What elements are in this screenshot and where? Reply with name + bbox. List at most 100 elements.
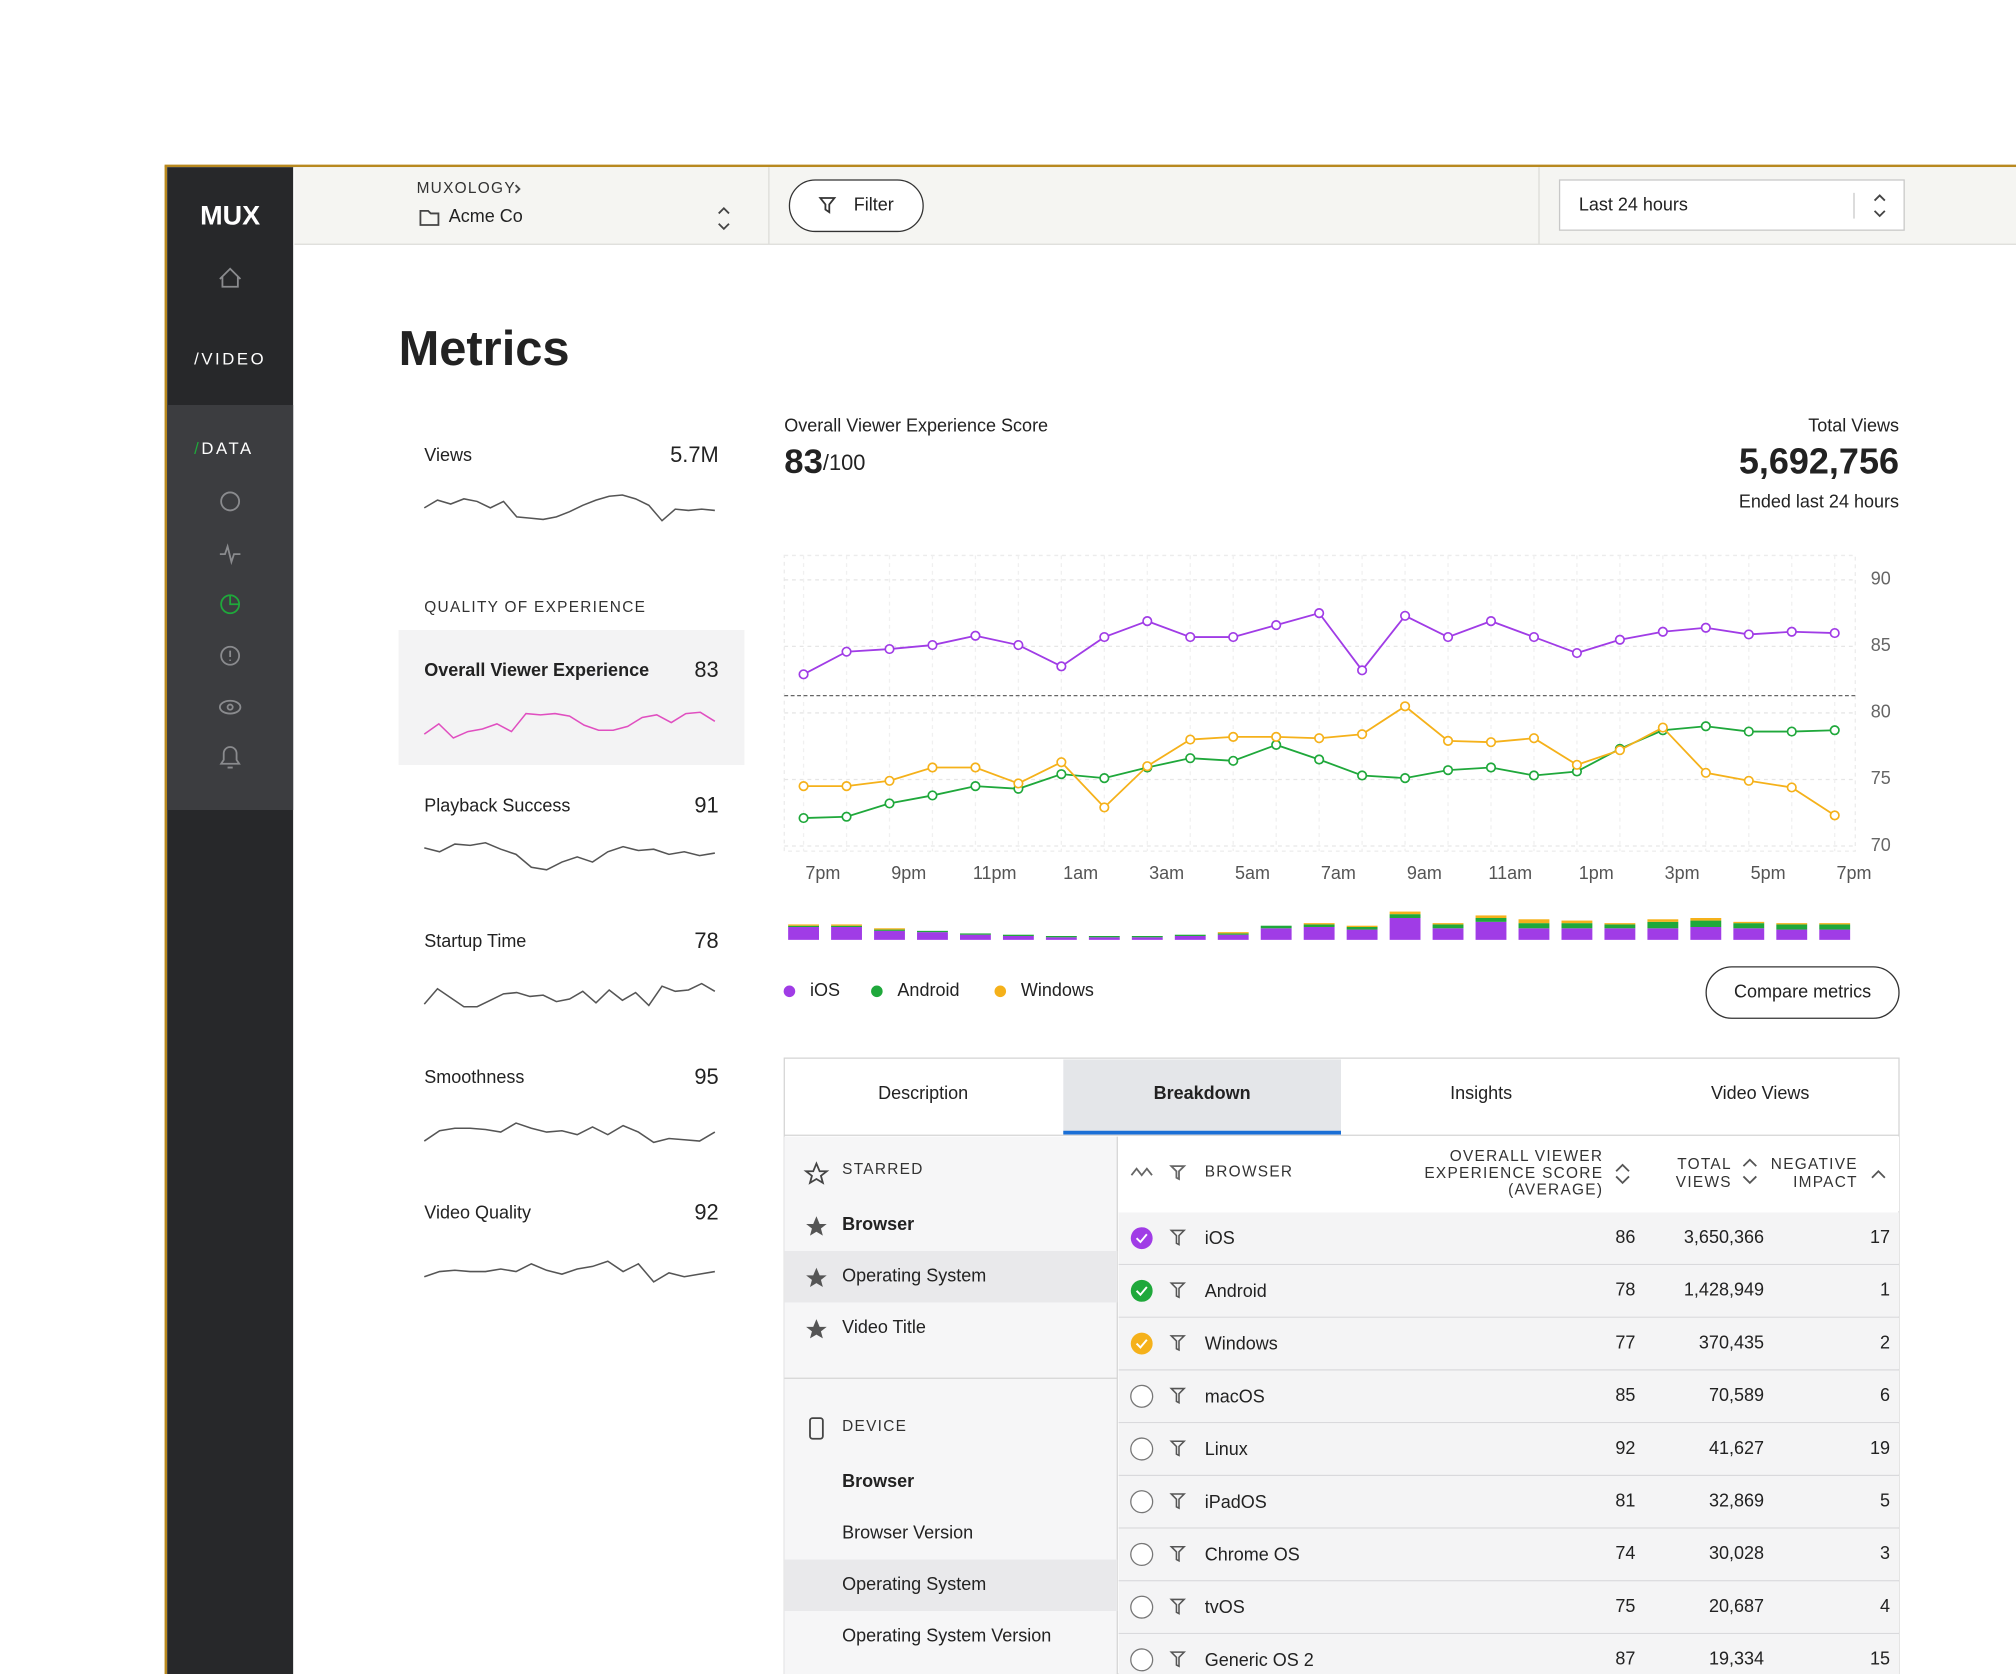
eye-icon[interactable]: [218, 699, 242, 715]
table-row: [1118, 1423, 1899, 1475]
dimension-item[interactable]: Operating System Version: [842, 1625, 1051, 1645]
data-nav[interactable]: /DATA: [194, 439, 254, 458]
data-point: [1829, 725, 1840, 736]
tab[interactable]: Insights: [1450, 1083, 1512, 1103]
star-icon: [806, 1267, 827, 1287]
volume-bar: [1432, 923, 1464, 925]
data-point: [1442, 735, 1454, 746]
volume-bar: [1690, 920, 1722, 927]
metric-label[interactable]: Views: [424, 445, 472, 465]
row-filter-icon[interactable]: [1169, 1440, 1187, 1457]
pulse-icon[interactable]: [219, 543, 241, 566]
row-filter-icon[interactable]: [1169, 1335, 1187, 1352]
metric-label[interactable]: Playback Success: [424, 796, 570, 816]
volume-bar: [1690, 927, 1722, 940]
time-select[interactable]: [1558, 179, 1905, 231]
cell-name: Linux: [1205, 1439, 1248, 1459]
volume-bar: [1776, 923, 1808, 925]
tab[interactable]: Video Views: [1711, 1083, 1809, 1103]
cell-impact: 2: [1880, 1332, 1890, 1352]
sort-icon[interactable]: [1871, 1170, 1886, 1179]
cell-views: 370,435: [1699, 1332, 1764, 1352]
legend-label[interactable]: Windows: [1021, 980, 1094, 1000]
dimension-item[interactable]: Operating System: [842, 1574, 986, 1594]
metric-label[interactable]: Overall Viewer Experience: [424, 660, 649, 680]
data-point: [1357, 729, 1368, 740]
row-filter-icon[interactable]: [1169, 1387, 1187, 1404]
dimension-item[interactable]: Video Title: [842, 1317, 926, 1337]
row-select[interactable]: [1130, 1542, 1154, 1567]
row-filter-icon[interactable]: [1169, 1545, 1187, 1563]
logo[interactable]: MUX: [200, 200, 260, 230]
home-icon[interactable]: [219, 267, 242, 288]
data-point: [1485, 616, 1497, 627]
volume-bar: [1733, 928, 1765, 940]
data-point: [1743, 629, 1754, 640]
dimension-item[interactable]: Browser: [842, 1471, 914, 1491]
dimension-item[interactable]: Operating System: [842, 1265, 986, 1285]
section-heading: QUALITY OF EXPERIENCE: [424, 599, 646, 616]
metric-label[interactable]: Startup Time: [424, 931, 526, 951]
data-point: [1228, 731, 1239, 742]
video-nav[interactable]: /VIDEO: [194, 349, 266, 368]
row-select[interactable]: [1130, 1332, 1153, 1355]
row-filter-icon[interactable]: [1169, 1229, 1187, 1246]
table-row: [1118, 1581, 1899, 1633]
data-point: [1357, 770, 1368, 781]
row-filter-icon[interactable]: [1169, 1282, 1187, 1299]
metric-value: 83: [694, 657, 718, 682]
filter-button[interactable]: [788, 179, 924, 233]
gauge-icon[interactable]: [220, 491, 241, 512]
tab[interactable]: Description: [878, 1083, 968, 1103]
volume-bar: [1819, 924, 1851, 930]
volume-bar: [1346, 929, 1378, 940]
compare-button[interactable]: [1705, 966, 1900, 1019]
volume-bar: [1217, 933, 1249, 935]
active-tab-bg: [1063, 1059, 1341, 1134]
row-filter-icon[interactable]: [1169, 1598, 1187, 1615]
data-label: DATA: [201, 439, 253, 458]
volume-bar: [788, 924, 819, 926]
row-select[interactable]: [1130, 1595, 1154, 1619]
sparkline: [424, 1260, 715, 1283]
row-filter-icon[interactable]: [1169, 1493, 1187, 1510]
metric-label[interactable]: Smoothness: [424, 1067, 524, 1087]
row-select[interactable]: [1130, 1490, 1154, 1514]
data-point: [1185, 753, 1196, 764]
volume-bar: [1518, 928, 1550, 940]
dimension-item[interactable]: Browser: [842, 1214, 914, 1234]
sort-icon[interactable]: [1742, 1158, 1757, 1185]
cell-name: Windows: [1205, 1334, 1278, 1354]
cell-impact: 4: [1880, 1596, 1890, 1616]
row-select[interactable]: [1130, 1279, 1153, 1302]
alert-icon[interactable]: [220, 645, 241, 666]
column-header: OVERALL VIEWER: [1450, 1148, 1604, 1165]
row-select[interactable]: [1130, 1227, 1153, 1250]
data-point: [1013, 778, 1024, 789]
row-select[interactable]: [1130, 1648, 1154, 1672]
volume-bar: [1131, 937, 1163, 940]
legend-label[interactable]: iOS: [810, 980, 840, 1000]
sort-icon[interactable]: [1615, 1163, 1630, 1185]
volume-bar: [1776, 924, 1808, 930]
data-point: [1743, 775, 1754, 786]
metric-value: 5.7M: [670, 442, 719, 467]
legend-label[interactable]: Android: [897, 980, 959, 1000]
cell-score: 74: [1615, 1543, 1635, 1563]
org-name[interactable]: MUXOLOGY: [417, 180, 516, 197]
row-filter-icon[interactable]: [1169, 1651, 1187, 1668]
cell-name: tvOS: [1205, 1597, 1245, 1617]
row-select[interactable]: [1130, 1384, 1154, 1408]
dimension-item[interactable]: Browser Version: [842, 1523, 973, 1543]
metric-label[interactable]: Video Quality: [424, 1202, 531, 1222]
project-select[interactable]: [718, 207, 730, 231]
project-name[interactable]: Acme Co: [449, 206, 523, 226]
data-point: [1614, 634, 1625, 645]
tab[interactable]: Breakdown: [1154, 1083, 1251, 1103]
sparkline: [423, 982, 716, 1008]
data-point: [798, 781, 809, 792]
bell-icon[interactable]: [219, 746, 241, 769]
sparkline: [423, 711, 716, 739]
row-select[interactable]: [1130, 1437, 1154, 1461]
